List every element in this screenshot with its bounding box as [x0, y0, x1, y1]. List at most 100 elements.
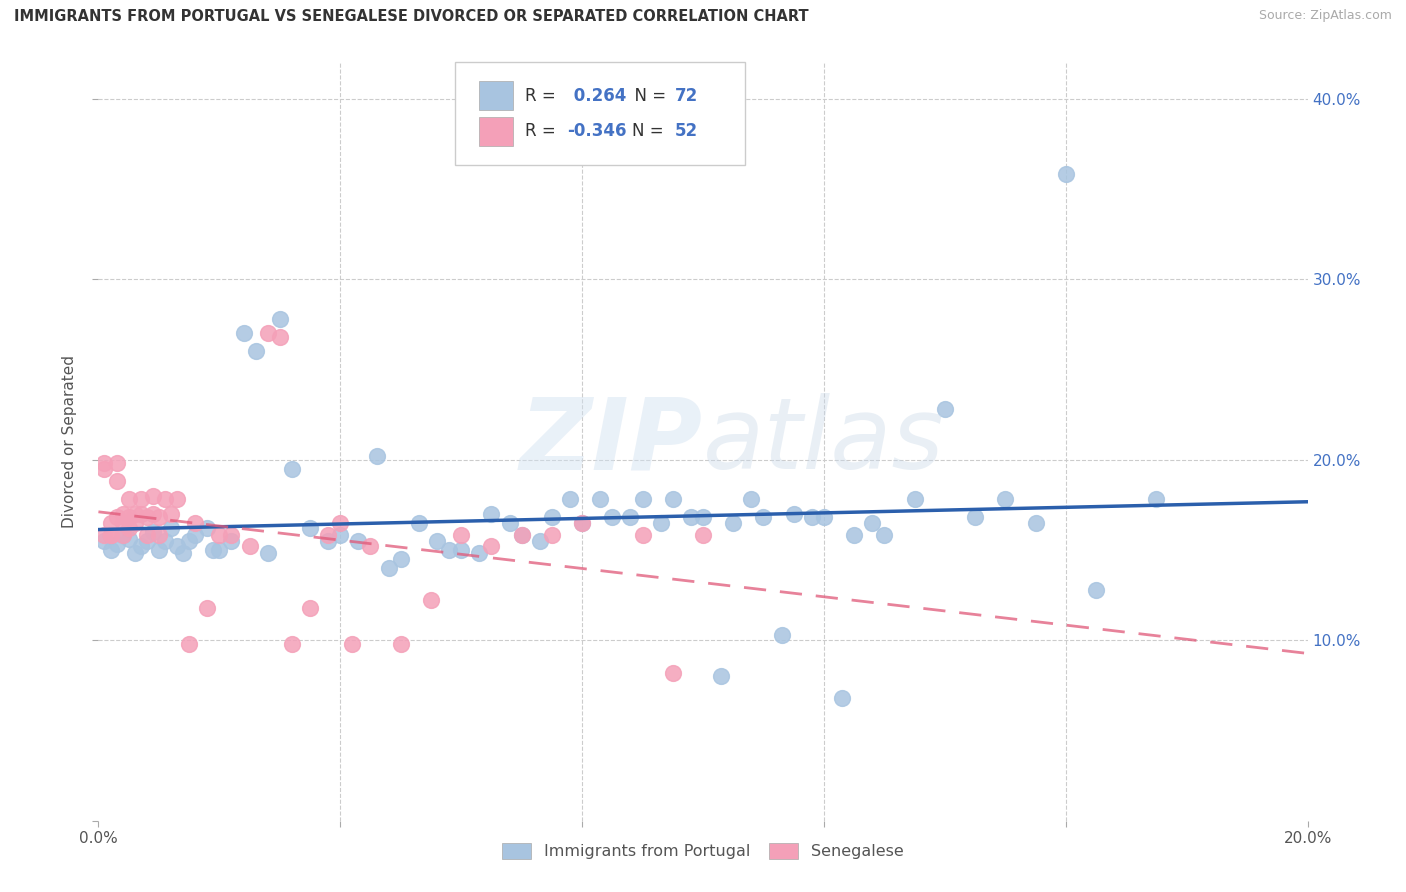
Point [1054, 167, 1077, 181]
Text: N =: N = [624, 87, 672, 104]
Point [316, 528, 339, 542]
Point [510, 528, 533, 542]
Point [679, 510, 702, 524]
Point [105, 475, 128, 489]
Point [184, 516, 207, 530]
Point [360, 539, 382, 553]
Point [602, 510, 624, 524]
Point [142, 489, 165, 503]
Point [299, 521, 322, 535]
Point [619, 510, 641, 524]
Point [329, 516, 352, 530]
Point [420, 593, 443, 607]
Point [142, 524, 165, 539]
Point [873, 528, 896, 542]
Point [100, 528, 122, 542]
Point [195, 521, 218, 535]
Point [100, 516, 122, 530]
Point [118, 521, 141, 535]
Point [481, 507, 503, 521]
Point [166, 539, 188, 553]
Point [100, 528, 122, 542]
Point [540, 528, 562, 542]
Point [111, 507, 134, 521]
Point [1144, 492, 1167, 507]
Point [148, 510, 170, 524]
Point [93, 528, 115, 542]
Point [661, 665, 683, 680]
Text: R =: R = [526, 122, 561, 140]
Point [347, 533, 370, 548]
Point [994, 492, 1017, 507]
Point [558, 492, 581, 507]
Point [111, 528, 134, 542]
Point [540, 510, 562, 524]
Point [118, 532, 141, 546]
Point [111, 528, 134, 542]
Point [184, 528, 207, 542]
Point [105, 510, 128, 524]
Point [529, 533, 551, 548]
Point [389, 637, 412, 651]
Point [377, 561, 399, 575]
Point [934, 402, 956, 417]
Point [129, 539, 152, 553]
Text: atlas: atlas [703, 393, 945, 490]
Point [650, 516, 672, 530]
Point [723, 516, 745, 530]
Point [118, 510, 141, 524]
Point [256, 326, 278, 341]
Point [221, 533, 243, 548]
Point [571, 516, 593, 530]
Point [172, 546, 194, 560]
Point [245, 344, 267, 359]
FancyBboxPatch shape [479, 81, 513, 111]
Point [631, 492, 654, 507]
Point [93, 456, 115, 470]
Point [904, 492, 927, 507]
Point [813, 510, 835, 524]
Text: 52: 52 [675, 122, 699, 140]
Point [124, 546, 146, 560]
Point [135, 533, 157, 548]
Point [100, 542, 122, 557]
Point [281, 637, 304, 651]
Point [129, 492, 152, 507]
Point [256, 546, 278, 560]
Point [232, 326, 254, 341]
Point [740, 492, 762, 507]
Point [111, 516, 134, 530]
Point [710, 669, 733, 683]
Point [148, 528, 170, 542]
Text: IMMIGRANTS FROM PORTUGAL VS SENEGALESE DIVORCED OR SEPARATED CORRELATION CHART: IMMIGRANTS FROM PORTUGAL VS SENEGALESE D… [14, 9, 808, 24]
Point [118, 492, 141, 507]
Point [142, 507, 165, 521]
Point [1085, 582, 1108, 597]
Point [93, 461, 115, 475]
Point [202, 542, 225, 557]
Point [510, 528, 533, 542]
Text: 72: 72 [675, 87, 699, 104]
Point [179, 533, 201, 548]
Point [166, 492, 188, 507]
Point [1024, 516, 1046, 530]
Point [426, 533, 449, 548]
Point [195, 600, 218, 615]
Point [860, 516, 883, 530]
Point [468, 546, 491, 560]
Point [661, 492, 683, 507]
Point [148, 542, 170, 557]
Text: R =: R = [526, 87, 561, 104]
Point [160, 507, 183, 521]
Point [135, 528, 157, 542]
Point [571, 516, 593, 530]
Point [221, 528, 243, 542]
Point [179, 637, 201, 651]
Point [299, 600, 322, 615]
Point [316, 533, 339, 548]
Point [329, 528, 352, 542]
Point [408, 516, 430, 530]
Point [105, 537, 128, 551]
Point [631, 528, 654, 542]
FancyBboxPatch shape [479, 117, 513, 145]
